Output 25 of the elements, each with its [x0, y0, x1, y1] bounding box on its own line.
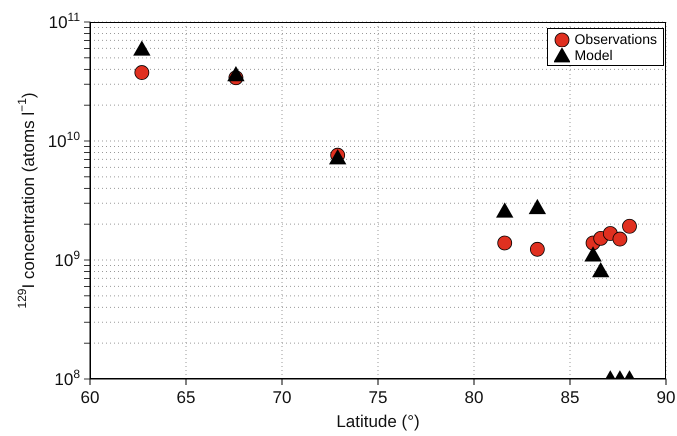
point — [134, 65, 150, 80]
legend-label: Model — [574, 47, 613, 63]
point — [612, 232, 628, 246]
legend-label: Observations — [574, 31, 657, 47]
x-tick-label: 60 — [80, 388, 100, 407]
x-axis-title: Latitude (°) — [336, 412, 420, 431]
point — [592, 262, 610, 278]
x-tick-label: 65 — [176, 388, 196, 407]
y-tick-label: 10$^{11}$ — [48, 10, 80, 32]
point — [530, 242, 545, 257]
x-tick-label: 80 — [464, 388, 484, 407]
point — [496, 202, 514, 218]
y-tick-label: 10$^{9}$ — [54, 248, 80, 270]
point — [133, 40, 150, 56]
x-tick-label: 75 — [368, 388, 388, 407]
point — [228, 66, 244, 82]
y-tick-label: 10$^{10}$ — [48, 129, 80, 151]
x-tick-label: 85 — [560, 388, 580, 407]
x-tick-label: 90 — [656, 388, 676, 407]
point — [528, 199, 546, 214]
y-tick-label: 10$^{8}$ — [54, 367, 80, 389]
point — [622, 218, 637, 234]
point — [497, 236, 512, 250]
point — [584, 246, 602, 262]
x-tick-label: 70 — [272, 388, 292, 407]
